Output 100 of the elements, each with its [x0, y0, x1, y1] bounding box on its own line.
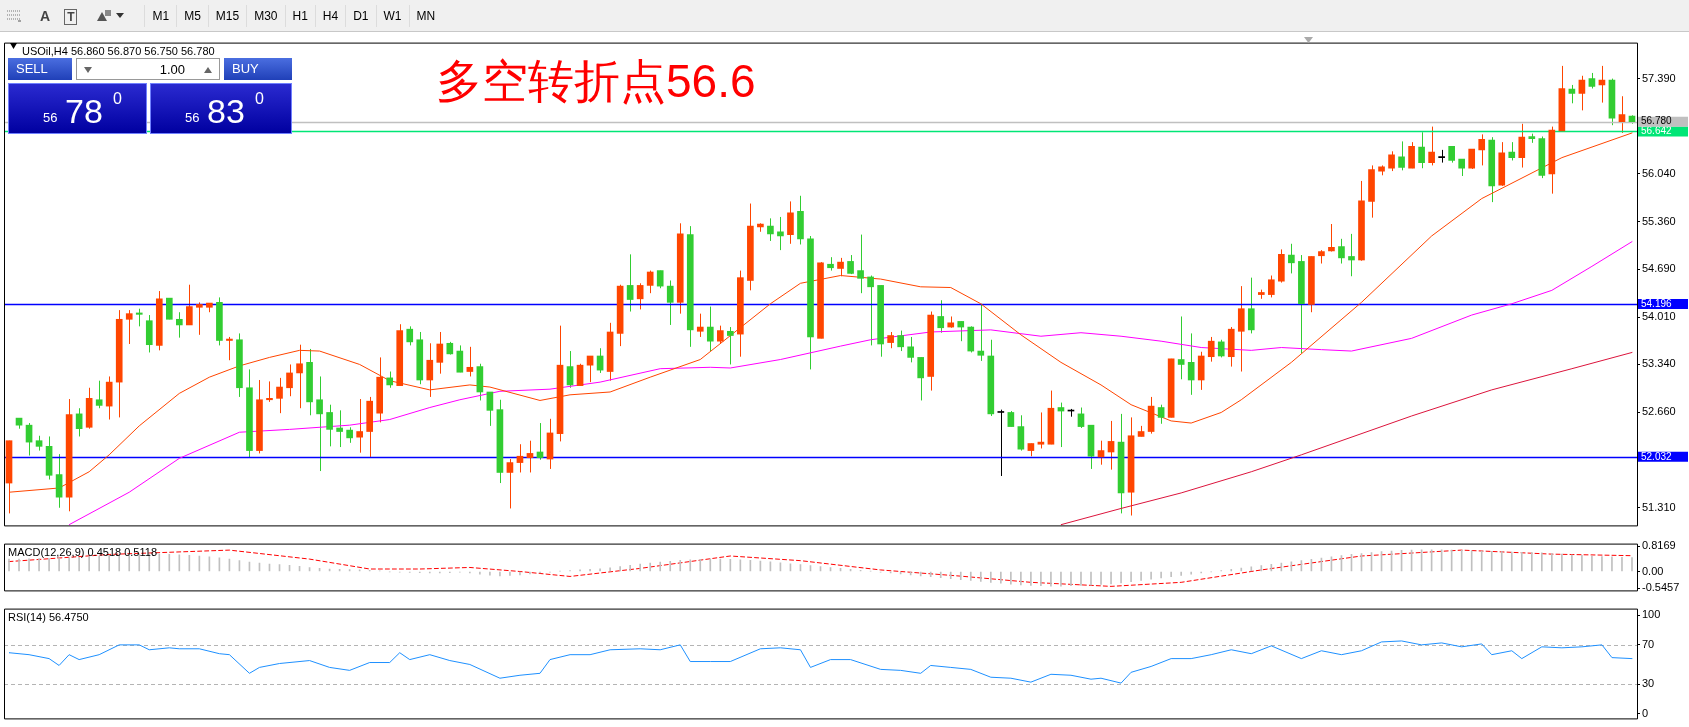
annotation: SELL — [8, 58, 72, 80]
y-tick-label: 70 — [1642, 637, 1655, 650]
candlestick — [897, 330, 904, 352]
candlestick — [1388, 150, 1395, 172]
candlestick — [1418, 131, 1425, 169]
y-tick-label: 54.010 — [1642, 310, 1676, 323]
candlestick — [646, 270, 654, 294]
candlestick — [1207, 336, 1215, 363]
candlestick — [526, 440, 534, 473]
candlestick — [296, 344, 303, 409]
candlestick — [1328, 223, 1335, 253]
candlestick — [1288, 243, 1295, 274]
candlestick — [336, 409, 343, 448]
chart-title: RSI(14) 56.4750 — [8, 610, 89, 623]
candlestick — [727, 326, 734, 365]
candlestick — [1037, 411, 1045, 449]
candlestick — [125, 309, 133, 345]
candlestick — [1478, 133, 1486, 166]
y-tick-label: 0.00 — [1642, 564, 1664, 577]
y-tick-label: 53.340 — [1642, 357, 1676, 370]
candlestick — [226, 336, 233, 361]
ref-line-label: 56.780 — [1641, 115, 1673, 127]
annotation: 1.00 — [159, 62, 185, 77]
y-tick-label: 55.360 — [1642, 214, 1676, 227]
candlestick — [196, 301, 203, 336]
candlestick — [286, 363, 293, 397]
candlestick — [165, 297, 173, 320]
y-tick-label: 0 — [1642, 706, 1649, 719]
y-tick-label: -0.5457 — [1642, 581, 1680, 594]
candlestick — [1618, 95, 1626, 134]
candlestick — [1348, 233, 1355, 277]
annotation: 56 — [185, 110, 200, 125]
y-tick-label: 52.660 — [1642, 405, 1676, 418]
candlestick — [266, 380, 273, 403]
candlestick — [506, 458, 514, 509]
candlestick — [787, 200, 794, 245]
y-tick-label: 56.040 — [1642, 166, 1676, 179]
candlestick — [837, 257, 844, 277]
candlestick — [175, 311, 183, 339]
text: M15 — [207, 4, 247, 27]
annotation: 多空转折点56.6 — [436, 55, 756, 108]
candlestick — [1268, 275, 1275, 298]
candlestick — [95, 380, 103, 409]
ref-line-label: 52.032 — [1641, 450, 1673, 462]
y-tick-label: 51.310 — [1642, 500, 1676, 513]
annotation: 83 — [207, 92, 245, 131]
candlestick — [666, 279, 674, 326]
candlestick — [997, 409, 1005, 477]
candlestick — [1428, 126, 1435, 166]
annotation: 56 — [43, 110, 58, 125]
y-tick-label: 100 — [1642, 608, 1661, 621]
text: A — [40, 7, 51, 24]
candlestick — [186, 284, 193, 326]
chart-title: USOil,H4 56.860 56.870 56.750 56.780 — [22, 44, 215, 57]
chart-title: MACD(12,26,9) 0.4518 0.5118 — [8, 545, 157, 558]
candlestick — [857, 234, 864, 294]
text: T — [64, 8, 78, 25]
candlestick — [716, 325, 724, 345]
line-series — [8, 549, 1633, 587]
candlestick — [1338, 238, 1345, 265]
candlestick — [586, 355, 594, 383]
candlestick — [706, 306, 714, 352]
candlestick — [867, 275, 874, 346]
candlestick — [326, 404, 333, 447]
candlestick — [1408, 141, 1415, 169]
candlestick — [456, 344, 464, 373]
text: M5 — [176, 4, 208, 27]
text: H1 — [284, 4, 315, 27]
candlestick — [1568, 84, 1576, 104]
candlestick — [1187, 332, 1195, 396]
candlestick — [1157, 404, 1165, 425]
text: MN — [408, 4, 443, 27]
candlestick — [1398, 140, 1405, 171]
candlestick — [777, 216, 784, 251]
candlestick — [566, 350, 574, 389]
y-tick-label: 0.8169 — [1642, 539, 1676, 552]
candlestick — [696, 313, 704, 338]
candlestick — [767, 217, 774, 242]
y-tick-label: 30 — [1642, 677, 1655, 690]
candlestick — [1518, 123, 1526, 169]
candlestick — [917, 356, 925, 401]
candlestick — [907, 336, 914, 363]
candlestick — [626, 253, 634, 313]
ref-line-label: 56.642 — [1641, 125, 1673, 137]
candlestick — [1237, 285, 1245, 373]
candlestick — [1247, 277, 1255, 334]
candlestick — [316, 375, 323, 472]
annotation: 0 — [255, 90, 264, 108]
candlestick — [276, 377, 283, 414]
text: M30 — [246, 4, 285, 27]
candlestick — [426, 342, 434, 398]
y-tick-label: 57.390 — [1642, 71, 1676, 84]
candlestick — [1468, 148, 1476, 170]
text: W1 — [375, 4, 409, 27]
annotation: 0 — [113, 90, 122, 108]
candlestick — [356, 398, 363, 454]
candlestick — [466, 346, 474, 377]
candlestick — [1508, 141, 1516, 161]
ref-line-label: 54.196 — [1641, 297, 1673, 309]
candlestick — [436, 331, 444, 375]
